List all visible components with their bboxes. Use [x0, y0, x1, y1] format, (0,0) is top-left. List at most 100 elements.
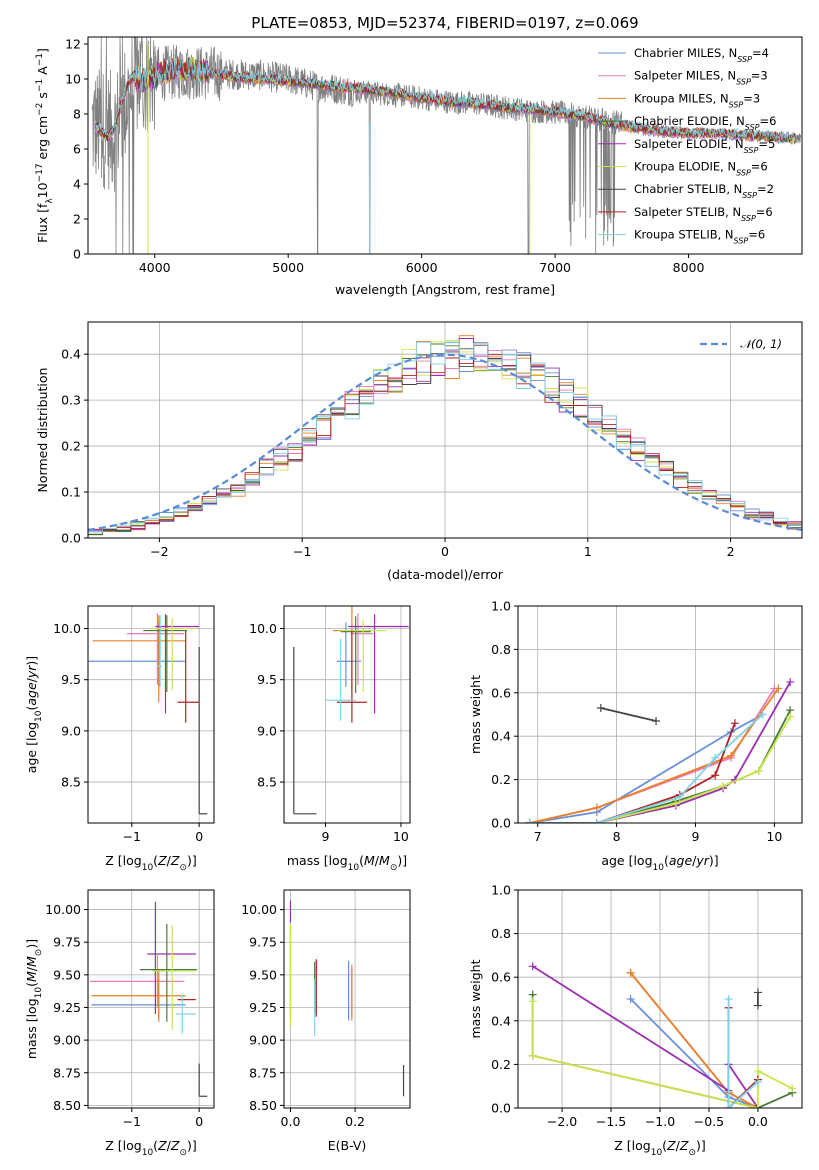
weight-line-chabrier-stelib	[600, 707, 657, 722]
label-part: (	[24, 982, 39, 987]
weight-line-kroupa-stelib	[727, 999, 759, 1108]
weight-line-salpeter-elodie	[529, 681, 791, 823]
y-tick-label: 8.5	[257, 775, 277, 790]
label-part: (	[664, 853, 669, 868]
legend-label: Chabrier ELODIE, NSSP=6	[634, 114, 776, 132]
residual-histogram-salpeter-stelib	[88, 342, 802, 531]
weight-marker	[758, 710, 767, 719]
x-tick-label: 2	[727, 544, 735, 559]
x-tick-label: 0	[441, 544, 449, 559]
weight-marker	[786, 712, 795, 721]
legend-name: Chabrier MILES, N	[634, 46, 737, 60]
x-tick-label: 4000	[139, 260, 171, 275]
legend-count: =6	[748, 228, 765, 242]
axes-frame	[283, 605, 411, 824]
weight-marker	[724, 995, 733, 1003]
legend-count: =5	[758, 137, 775, 151]
label-part: −17	[35, 163, 45, 182]
weight_vs_Z-ylabel: mass weight	[468, 959, 483, 1038]
label-part: E(B-V)	[328, 1138, 367, 1153]
x-tick-label: −2	[150, 544, 168, 559]
legend-name: Kroupa MILES, N	[634, 91, 729, 105]
x-tick-label: 7	[534, 829, 542, 844]
legend-sub: SSP	[744, 145, 759, 154]
x-tick-label: 6000	[406, 260, 438, 275]
label-part: (	[153, 1138, 158, 1153]
plot-area-age_vs_Z	[88, 613, 208, 815]
y-tick-label: 0.8	[491, 926, 511, 941]
y-tick-label: 9.00	[53, 1033, 81, 1048]
label-part: mass [log	[24, 998, 39, 1059]
weight-marker	[711, 753, 720, 762]
spectrum-ylabel: Flux [fλ10−17 erg cm−2 s−1 A−1]	[35, 48, 55, 243]
y-tick-label: 9.0	[257, 723, 277, 738]
age_vs_mass-xlabel: mass [log10(M/M⊙)]	[287, 853, 407, 873]
label-part: age	[24, 682, 39, 706]
axes-frame	[87, 605, 215, 824]
label-part: wavelength [Angstrom, rest frame]	[335, 282, 555, 297]
label-part: (	[662, 1138, 667, 1153]
y-tick-label: 9.75	[53, 935, 81, 950]
legend-name: Chabrier STELIB, N	[634, 182, 742, 196]
weight-marker	[652, 717, 661, 726]
legend-sub: SSP	[741, 213, 756, 222]
legend-label: Salpeter ELODIE, NSSP=5	[634, 137, 775, 155]
weight-marker	[528, 962, 537, 971]
y-tick-label: 0.4	[61, 347, 81, 362]
y-tick-label: 9.00	[249, 1033, 277, 1048]
weight-marker	[753, 1104, 762, 1108]
plot-area-weight_vs_Z	[528, 962, 797, 1108]
legend-label: 𝒩(0, 1)	[740, 337, 782, 351]
label-part: M	[364, 853, 375, 868]
y-tick-label: 0.2	[491, 772, 511, 787]
weight-marker	[730, 719, 739, 728]
weight_vs_age-xlabel: age [log10(age/yr)]	[601, 853, 718, 873]
y-tick-label: 0.0	[491, 1101, 511, 1116]
label-part: 10	[142, 1148, 154, 1158]
label-part: ⊙	[390, 863, 398, 873]
axes-mass_vs_EBV: 0.0 0.2 8.50 8.75 9.00 9.25 9.50 9.75 10.00 E(B-V…	[241, 889, 411, 1153]
label-part: )]	[187, 1138, 197, 1153]
label-part: (data-model)/error	[387, 567, 504, 582]
label-part: 10	[35, 182, 50, 198]
weight-marker	[753, 1001, 762, 1010]
x-tick-label: 9	[692, 829, 700, 844]
y-tick-label: 8.5	[61, 775, 81, 790]
mass_vs_EBV-xlabel: E(B-V)	[328, 1138, 367, 1153]
weight-marker	[671, 799, 680, 808]
legend-sub: SSP	[734, 236, 749, 245]
label-part: mass weight	[468, 675, 483, 754]
label-part: ⊙	[688, 1148, 696, 1158]
y-tick-label: 10	[65, 72, 81, 87]
label-part: Z [log	[614, 1138, 650, 1153]
weight-line-kroupa-stelib	[529, 713, 764, 823]
legend-label: Chabrier STELIB, NSSP=2	[634, 182, 774, 200]
legend-count: =4	[752, 46, 769, 60]
legend-count: =6	[756, 205, 773, 219]
weight-marker	[592, 803, 601, 812]
label-part: Z	[666, 1138, 676, 1153]
weight-line-salpeter-stelib	[529, 722, 736, 823]
label-part: Z	[170, 1138, 180, 1153]
x-tick-label: −0.5	[694, 1114, 724, 1129]
weight-line-kroupa-elodie	[531, 1001, 793, 1108]
legend-count: =3	[751, 69, 768, 83]
legend-sub: SSP	[742, 191, 757, 200]
label-part: 10	[34, 987, 44, 999]
label-part: M	[24, 971, 39, 982]
legend-name: Salpeter MILES, N	[634, 69, 736, 83]
age_vs_Z-ylabel: age [log10(age/yr)]	[24, 656, 44, 773]
plot-area-age_vs_mass	[293, 606, 409, 815]
label-part: −2	[35, 103, 45, 116]
y-tick-label: 0.6	[491, 970, 511, 985]
y-tick-label: 9.50	[249, 967, 277, 982]
weight-marker	[753, 988, 762, 997]
weight-marker	[754, 766, 763, 775]
residual-histogram-kroupa-stelib	[88, 341, 802, 534]
y-tick-label: 0.4	[491, 729, 511, 744]
age_vs_Z-xlabel: Z [log10(Z/Z⊙)]	[105, 853, 197, 873]
label-part: A	[35, 66, 50, 79]
legend-label: Salpeter MILES, NSSP=3	[634, 69, 768, 87]
